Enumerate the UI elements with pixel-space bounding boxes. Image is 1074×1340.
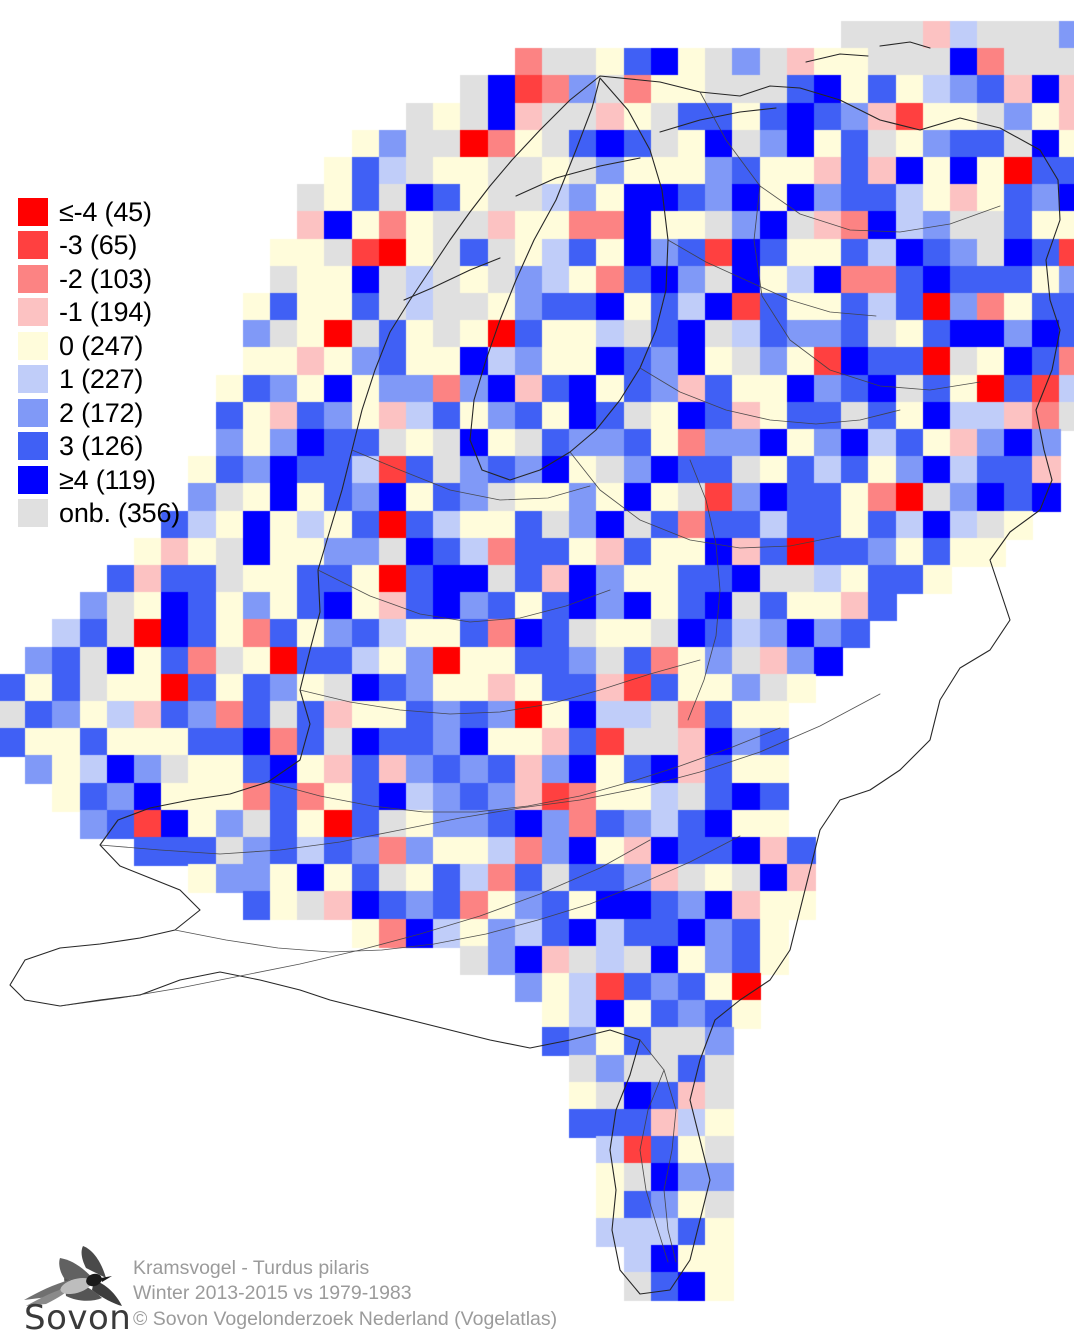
legend-label: 3 (126) — [59, 431, 144, 462]
sovon-wordmark: Sovon — [24, 1298, 132, 1338]
legend-label: -1 (194) — [59, 297, 152, 328]
legend: ≤-4 (45) -3 (65) -2 (103) -1 (194) 0 (247) 1 … — [18, 195, 180, 530]
legend-swatch — [18, 365, 48, 394]
legend-swatch — [18, 197, 48, 226]
legend-label: 2 (172) — [59, 397, 144, 428]
legend-row[interactable]: -3 (65) — [18, 229, 180, 263]
legend-label: -2 (103) — [59, 263, 152, 294]
legend-label: 1 (227) — [59, 364, 144, 395]
legend-label: onb. (356) — [59, 498, 181, 529]
caption-period: Winter 2013-2015 vs 1979-1983 — [133, 1282, 412, 1304]
caption-species: Kramsvogel - Turdus pilaris — [133, 1256, 370, 1279]
legend-swatch — [18, 264, 48, 293]
legend-label: 0 (247) — [59, 330, 144, 361]
legend-label: ≥4 (119) — [59, 464, 156, 495]
legend-row[interactable]: onb. (356) — [18, 497, 180, 531]
legend-label: ≤-4 (45) — [59, 196, 152, 227]
legend-row[interactable]: 3 (126) — [18, 430, 180, 464]
legend-swatch — [18, 231, 48, 260]
footer: Sovon Kramsvogel - Turdus pilaris Winter… — [0, 1222, 1074, 1340]
legend-row[interactable]: 1 (227) — [18, 363, 180, 397]
map-caption: Kramsvogel - Turdus pilaris Winter 2013-… — [133, 1256, 557, 1333]
legend-row[interactable]: 0 (247) — [18, 329, 180, 363]
legend-row[interactable]: 2 (172) — [18, 396, 180, 430]
legend-row[interactable]: -1 (194) — [18, 296, 180, 330]
legend-row[interactable]: -2 (103) — [18, 262, 180, 296]
caption-copyright: © Sovon Vogelonderzoek Nederland (Vogela… — [133, 1307, 558, 1330]
legend-row[interactable]: ≥4 (119) — [18, 463, 180, 497]
legend-label: -3 (65) — [59, 230, 138, 261]
legend-swatch — [18, 398, 48, 427]
legend-swatch — [18, 298, 48, 327]
legend-swatch — [18, 465, 48, 494]
legend-row[interactable]: ≤-4 (45) — [18, 195, 180, 229]
legend-swatch — [18, 499, 48, 528]
legend-swatch — [18, 432, 48, 461]
legend-swatch — [18, 331, 48, 360]
